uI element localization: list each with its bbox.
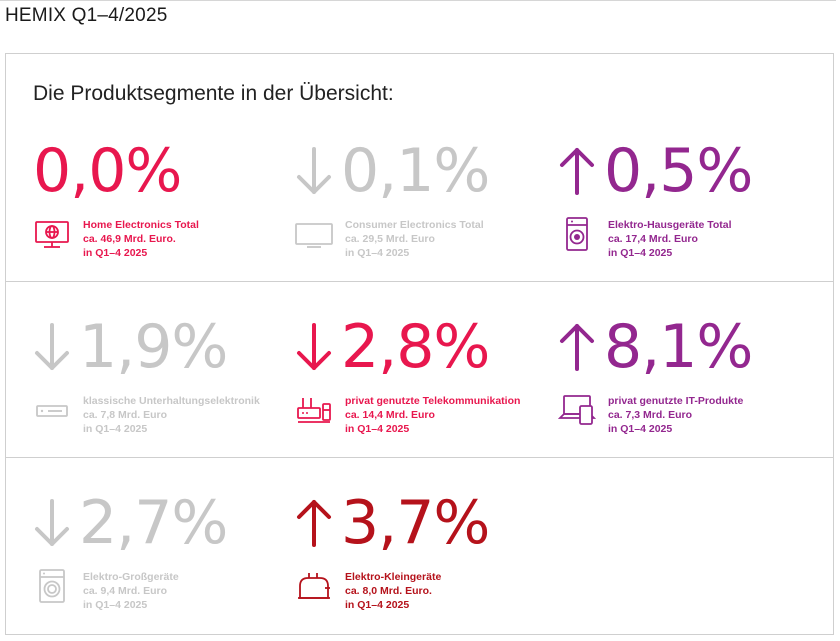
segment-revenue: ca. 14,4 Mrd. Euro [345, 409, 435, 421]
segment-telecommunication: 2,8% privat genutzte Telekommunikation c… [295, 310, 557, 460]
segment-value: 0,1% [341, 136, 490, 206]
row-divider [6, 457, 833, 458]
segment-revenue: ca. 46,9 Mrd. Euro. [83, 233, 176, 245]
segment-consumer-electronics: 0,1% Consumer Electronics Total ca. 29,5… [295, 134, 557, 284]
row-divider [6, 281, 833, 282]
segment-period: in Q1–4 2025 [83, 247, 148, 259]
receiver-icon [33, 392, 71, 428]
segment-name: privat genutzte Telekommunikation [345, 395, 521, 407]
arrow-up-icon [558, 145, 596, 197]
arrow-down-icon [295, 145, 333, 197]
router-phone-icon [295, 392, 333, 428]
segment-period: in Q1–4 2025 [83, 599, 148, 611]
laptop-tablet-icon [558, 392, 596, 428]
segment-period: in Q1–4 2025 [83, 423, 148, 435]
segment-household-appliances: 0,5% Elektro-Hausgeräte Total ca. 17,4 M… [558, 134, 820, 284]
segment-value: 1,9% [79, 312, 228, 382]
segment-name: Elektro-Großgeräte [83, 571, 179, 583]
segment-home-electronics: 0,0% Home Electronics Total ca. 46,9 Mrd… [33, 134, 295, 284]
segment-revenue: ca. 8,0 Mrd. Euro. [345, 585, 432, 597]
segment-period: in Q1–4 2025 [345, 247, 410, 259]
segment-name: Home Electronics Total [83, 219, 199, 231]
globe-monitor-icon [33, 216, 71, 252]
top-divider [0, 0, 836, 1]
segment-period: in Q1–4 2025 [345, 423, 410, 435]
segment-revenue: ca. 7,3 Mrd. Euro [608, 409, 693, 421]
segment-name: Elektro-Hausgeräte Total [608, 219, 732, 231]
arrow-down-icon [33, 497, 71, 549]
segment-revenue: ca. 7,8 Mrd. Euro [83, 409, 168, 421]
front-loader-icon [33, 568, 71, 604]
arrow-up-icon [558, 321, 596, 373]
segment-name: Elektro-Kleingeräte [345, 571, 442, 583]
segment-revenue: ca. 29,5 Mrd. Euro [345, 233, 435, 245]
page-title: HEMIX Q1–4/2025 [5, 5, 168, 26]
arrow-down-icon [33, 321, 71, 373]
panel-heading: Die Produktsegmente in der Übersicht: [33, 82, 394, 105]
washing-machine-icon [558, 216, 596, 252]
segment-classic-entertainment: 1,9% klassische Unterhaltungselektronik … [33, 310, 295, 460]
segments-panel: Die Produktsegmente in der Übersicht: 0,… [5, 53, 834, 635]
segment-value: 8,1% [604, 312, 753, 382]
segment-name: klassische Unterhaltungselektronik [83, 395, 260, 407]
segment-large-appliances: 2,7% Elektro-Großgeräte ca. 9,4 Mrd. Eur… [33, 486, 295, 636]
arrow-down-icon [295, 321, 333, 373]
segment-name: privat genutzte IT-Produkte [608, 395, 744, 407]
segment-period: in Q1–4 2025 [608, 423, 673, 435]
toaster-icon [295, 568, 333, 604]
segment-period: in Q1–4 2025 [608, 247, 673, 259]
segment-value: 0,0% [33, 136, 182, 206]
segment-small-appliances: 3,7% Elektro-Kleingeräte ca. 8,0 Mrd. Eu… [295, 486, 557, 636]
segment-value: 2,7% [79, 488, 228, 558]
segment-name: Consumer Electronics Total [345, 219, 484, 231]
tv-icon [295, 216, 333, 252]
arrow-up-icon [295, 497, 333, 549]
segment-period: in Q1–4 2025 [345, 599, 410, 611]
segment-revenue: ca. 17,4 Mrd. Euro [608, 233, 698, 245]
segment-it-products: 8,1% privat genutzte IT-Produkte ca. 7,3… [558, 310, 820, 460]
segment-value: 3,7% [341, 488, 490, 558]
segment-revenue: ca. 9,4 Mrd. Euro [83, 585, 168, 597]
segment-value: 2,8% [341, 312, 490, 382]
segment-value: 0,5% [604, 136, 753, 206]
